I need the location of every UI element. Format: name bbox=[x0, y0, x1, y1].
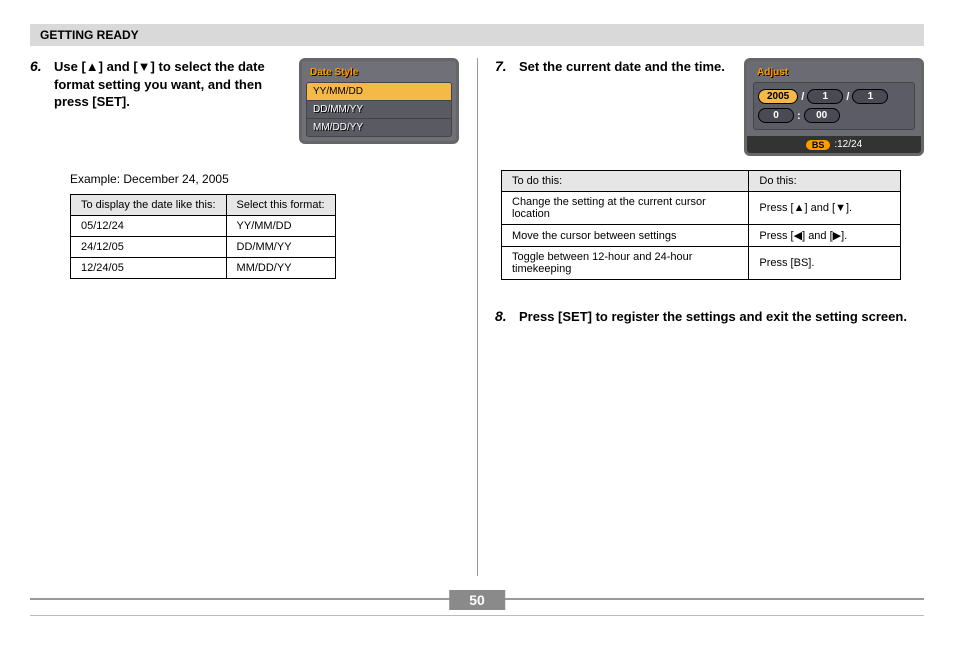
date-row: 2005 / 1 / 1 bbox=[758, 89, 910, 104]
table-cell: 24/12/05 bbox=[71, 237, 227, 258]
step-6-text: Use [▲] and [▼] to select the date forma… bbox=[54, 58, 289, 111]
hour-pill: 0 bbox=[758, 108, 794, 123]
actions-table-wrap: To do this:Do this:Change the setting at… bbox=[501, 170, 924, 280]
date-style-screen-title: Date Style bbox=[306, 65, 452, 82]
table-row: Change the setting at the current cursor… bbox=[502, 192, 901, 225]
time-row: 0 : 00 bbox=[758, 108, 910, 123]
table-cell: Move the cursor between settings bbox=[502, 225, 749, 247]
table-cell: Press [▲] and [▼]. bbox=[749, 192, 901, 225]
section-header: GETTING READY bbox=[30, 24, 924, 46]
step-7: 7. Set the current date and the time. Ad… bbox=[495, 58, 924, 156]
table-cell: Press [◀] and [▶]. bbox=[749, 225, 901, 247]
table-row: 05/12/24YY/MM/DD bbox=[71, 216, 336, 237]
adjust-screen: Adjust 2005 / 1 / 1 0 : 00 bbox=[744, 58, 924, 156]
table-cell: YY/MM/DD bbox=[226, 216, 335, 237]
bs-badge: BS bbox=[806, 140, 831, 150]
left-column: 6. Use [▲] and [▼] to select the date fo… bbox=[30, 58, 477, 340]
date-style-option: MM/DD/YY bbox=[307, 119, 451, 136]
table-row: Toggle between 12-hour and 24-hour timek… bbox=[502, 247, 901, 280]
step-6-number: 6. bbox=[30, 58, 48, 74]
minute-pill: 00 bbox=[804, 108, 840, 123]
date-style-option: DD/MM/YY bbox=[307, 101, 451, 119]
table-header: To do this: bbox=[502, 171, 749, 192]
year-pill: 2005 bbox=[758, 89, 798, 104]
step-6: 6. Use [▲] and [▼] to select the date fo… bbox=[30, 58, 459, 144]
step-7-text: Set the current date and the time. bbox=[519, 58, 734, 76]
table-header: To display the date like this: bbox=[71, 195, 227, 216]
step-8-text: Press [SET] to register the settings and… bbox=[519, 308, 924, 326]
right-column: 7. Set the current date and the time. Ad… bbox=[477, 58, 924, 340]
day-pill: 1 bbox=[852, 89, 888, 104]
date-style-screen: Date Style YY/MM/DDDD/MM/YYMM/DD/YY bbox=[299, 58, 459, 144]
slash-icon: / bbox=[801, 91, 804, 103]
table-cell: 05/12/24 bbox=[71, 216, 227, 237]
content-columns: 6. Use [▲] and [▼] to select the date fo… bbox=[30, 58, 924, 340]
adjust-screen-title: Adjust bbox=[753, 65, 915, 82]
page-number: 50 bbox=[449, 590, 505, 610]
date-style-options: YY/MM/DDDD/MM/YYMM/DD/YY bbox=[306, 82, 452, 137]
table-cell: Toggle between 12-hour and 24-hour timek… bbox=[502, 247, 749, 280]
table-header: Do this: bbox=[749, 171, 901, 192]
table-row: Move the cursor between settingsPress [◀… bbox=[502, 225, 901, 247]
date-style-option: YY/MM/DD bbox=[307, 83, 451, 101]
actions-table: To do this:Do this:Change the setting at… bbox=[501, 170, 901, 280]
adjust-footer: BS :12/24 bbox=[747, 136, 921, 153]
colon-icon: : bbox=[797, 110, 801, 122]
table-cell: Press [BS]. bbox=[749, 247, 901, 280]
slash-icon: / bbox=[846, 91, 849, 103]
table-row: 12/24/05MM/DD/YY bbox=[71, 258, 336, 279]
footer-text: :12/24 bbox=[834, 139, 862, 150]
step-8: 8. Press [SET] to register the settings … bbox=[495, 308, 924, 326]
footer-rule-thin bbox=[30, 615, 924, 616]
step-7-number: 7. bbox=[495, 58, 513, 74]
month-pill: 1 bbox=[807, 89, 843, 104]
table-row: 24/12/05DD/MM/YY bbox=[71, 237, 336, 258]
table-cell: MM/DD/YY bbox=[226, 258, 335, 279]
date-format-table: To display the date like this:Select thi… bbox=[70, 194, 336, 279]
table-header: Select this format: bbox=[226, 195, 335, 216]
table-cell: 12/24/05 bbox=[71, 258, 227, 279]
table-cell: DD/MM/YY bbox=[226, 237, 335, 258]
example-label: Example: December 24, 2005 bbox=[70, 172, 459, 186]
step-8-number: 8. bbox=[495, 308, 513, 324]
table-cell: Change the setting at the current cursor… bbox=[502, 192, 749, 225]
